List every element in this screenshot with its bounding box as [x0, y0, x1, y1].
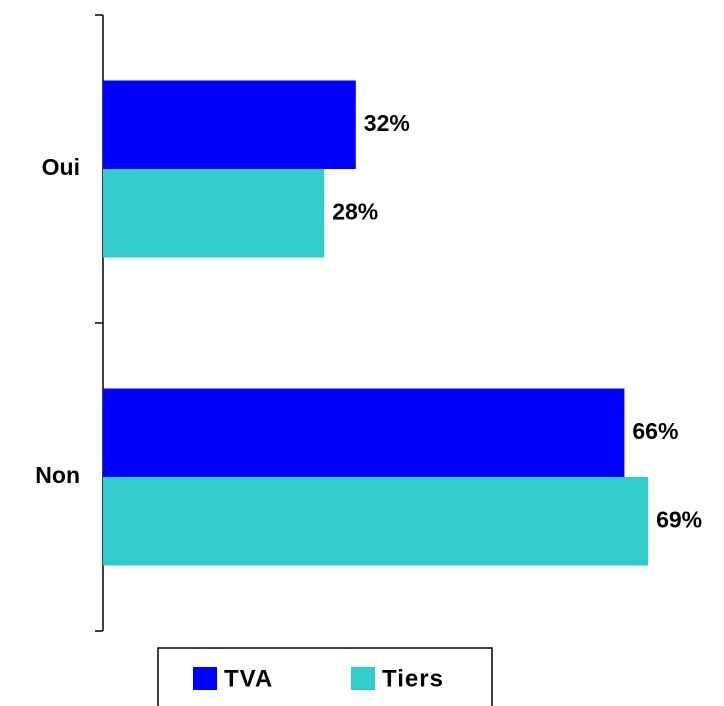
legend-swatch — [351, 667, 375, 690]
value-label: 69% — [656, 506, 702, 532]
legend-swatch — [193, 667, 217, 690]
bar — [103, 388, 625, 477]
bar — [103, 477, 649, 566]
legend-label: TVA — [224, 665, 273, 692]
category-label: Oui — [42, 154, 80, 180]
value-label: 32% — [364, 110, 410, 136]
value-label: 66% — [632, 418, 678, 444]
bar — [103, 80, 356, 169]
category-label: Non — [35, 462, 80, 488]
legend-label: Tiers — [382, 665, 444, 692]
bar — [103, 169, 325, 258]
value-label: 28% — [332, 198, 378, 224]
